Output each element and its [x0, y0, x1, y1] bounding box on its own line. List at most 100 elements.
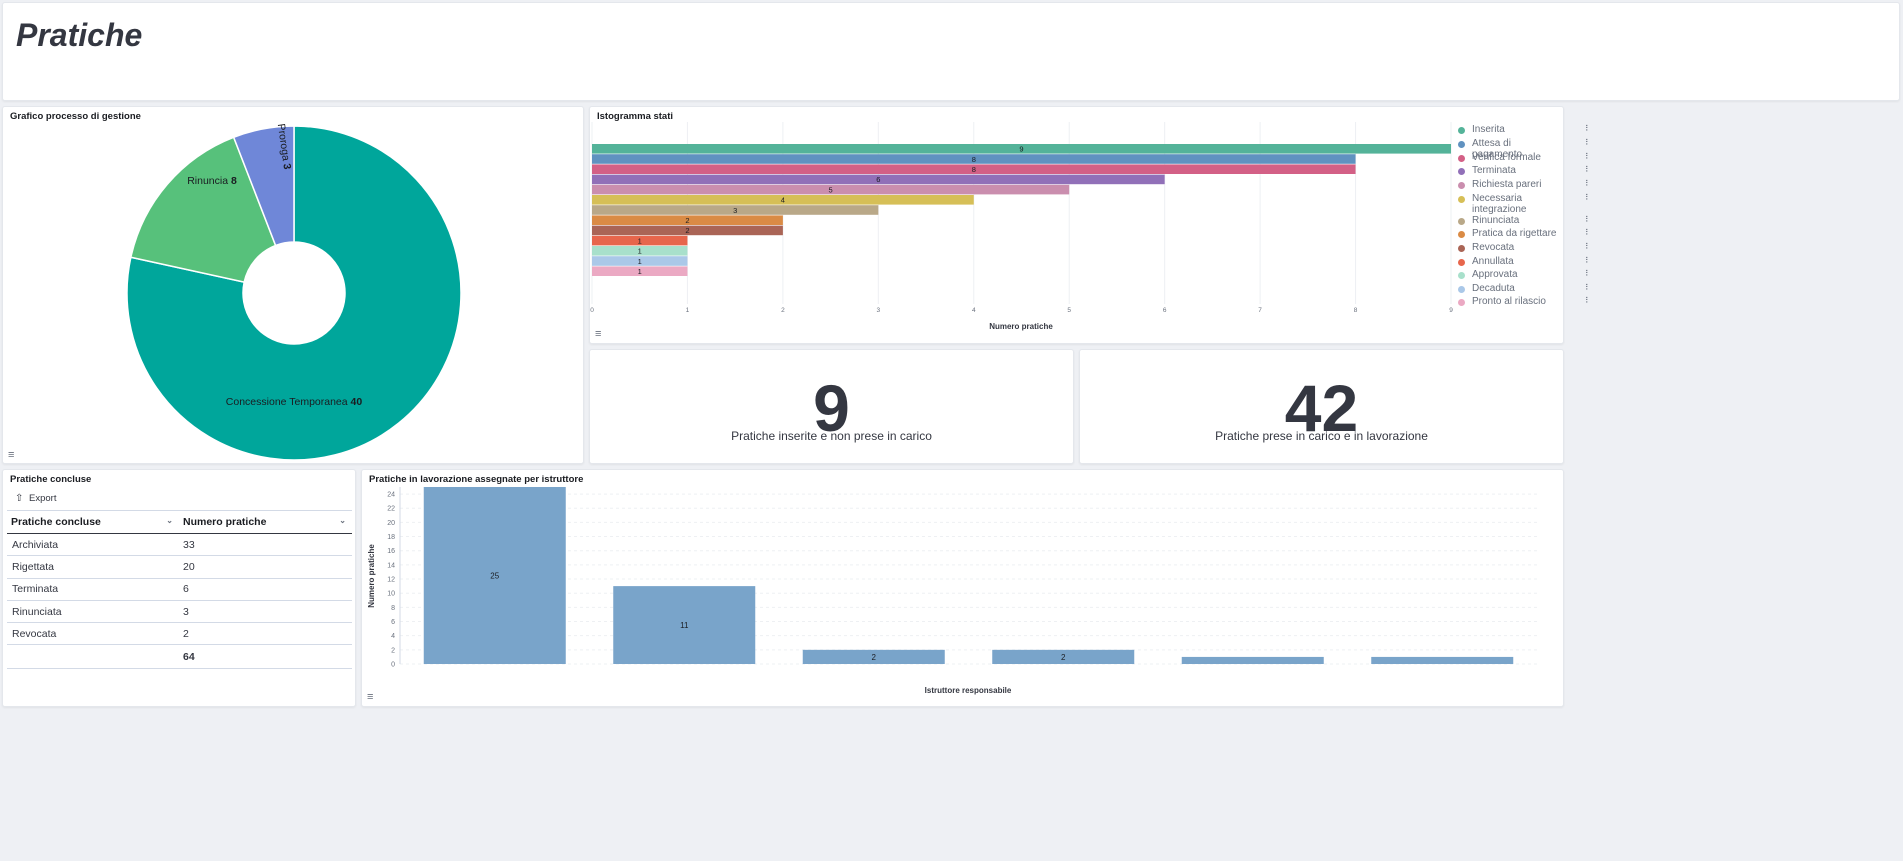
column-header-pratiche[interactable]: Pratiche concluse ⌄: [7, 511, 179, 534]
bar-value-label: 2: [1061, 653, 1066, 662]
legend-toggle-icon[interactable]: ≡: [8, 449, 15, 461]
legend-options-icon[interactable]: ⠇: [1585, 269, 1591, 278]
chevron-down-icon: ⌄: [166, 516, 173, 525]
table-row[interactable]: Terminata 6: [7, 578, 352, 601]
bar-attesa-di-pagamento[interactable]: [592, 154, 1356, 164]
legend-label: Approvata: [1472, 269, 1518, 280]
legend-item[interactable]: Revocata ⠇: [1458, 242, 1598, 254]
legend-item[interactable]: Pronto al rilascio ⠇: [1458, 296, 1598, 308]
bar-richiesta-pareri[interactable]: [592, 184, 1070, 195]
y-tick-label: 10: [387, 591, 395, 598]
istruttore-bar[interactable]: [423, 487, 566, 664]
legend-item[interactable]: Terminata ⠇: [1458, 165, 1598, 177]
legend-label: Annullata: [1472, 256, 1514, 267]
y-tick-label: 16: [387, 548, 395, 555]
legend-options-icon[interactable]: ⠇: [1585, 193, 1591, 202]
x-tick-label: 9: [1449, 307, 1453, 314]
export-button[interactable]: ⇧ Export: [15, 493, 57, 504]
legend-label: Necessaria integrazione: [1472, 193, 1527, 215]
y-tick-label: 22: [387, 506, 395, 513]
bar-approvata[interactable]: [592, 246, 688, 256]
bar-inserita[interactable]: [592, 144, 1451, 154]
donut-slice-concessione-temporanea[interactable]: [126, 125, 462, 461]
metric-label-in-lavorazione: Pratiche prese in carico e in lavorazion…: [1215, 429, 1428, 443]
x-tick-label: 3: [877, 307, 881, 314]
row-name: Terminata: [12, 583, 59, 596]
bar-terminata[interactable]: [592, 174, 1165, 185]
legend-item[interactable]: Attesa di pagamento ⠇: [1458, 138, 1598, 160]
istruttore-bar[interactable]: [802, 649, 945, 664]
legend-item[interactable]: Rinunciata ⠇: [1458, 215, 1598, 227]
istruttore-panel: Pratiche in lavorazione assegnate per is…: [361, 469, 1564, 707]
title-panel: Pratiche: [2, 2, 1900, 101]
table-row[interactable]: Revocata 2: [7, 623, 352, 645]
legend-label: Attesa di pagamento: [1472, 138, 1523, 160]
legend-item[interactable]: Necessaria integrazione ⠇: [1458, 193, 1598, 215]
bar-annullata[interactable]: [592, 235, 688, 246]
legend-options-icon[interactable]: ⠇: [1585, 256, 1591, 265]
legend-options-icon[interactable]: ⠇: [1585, 152, 1591, 161]
legend-item[interactable]: Verifica formale ⠇: [1458, 152, 1598, 164]
donut-slice-proroga[interactable]: [232, 125, 295, 247]
legend-color-dot: [1458, 218, 1465, 225]
legend-item[interactable]: Decaduta ⠇: [1458, 283, 1598, 295]
bar-verifica-formale[interactable]: [592, 164, 1356, 174]
page-title: Pratiche: [16, 17, 143, 53]
row-name: Rigettata: [12, 560, 55, 573]
legend-label: Richiesta pareri: [1472, 179, 1542, 190]
table-row[interactable]: Rigettata 20: [7, 556, 352, 579]
istruttore-bar[interactable]: [1371, 656, 1514, 664]
legend-options-icon[interactable]: ⠇: [1585, 179, 1591, 188]
bar-pratica-da-rigettare[interactable]: [592, 215, 783, 225]
legend-options-icon[interactable]: ⠇: [1585, 228, 1591, 237]
row-value: 6: [183, 583, 189, 596]
column-header-numero[interactable]: Numero pratiche ⌄: [179, 511, 352, 534]
bar-decaduta[interactable]: [592, 256, 688, 266]
export-label: Export: [29, 493, 57, 504]
donut-slice-rinuncia[interactable]: [129, 136, 277, 283]
legend-item[interactable]: Annullata ⠇: [1458, 256, 1598, 268]
x-tick-label: 7: [1258, 307, 1262, 314]
legend-options-icon[interactable]: ⠇: [1585, 124, 1591, 133]
donut-panel: Grafico processo di gestione Concessione…: [2, 106, 584, 464]
x-tick-label: 4: [972, 307, 976, 314]
istogramma-panel-title: Istogramma stati: [597, 111, 674, 122]
legend-toggle-icon[interactable]: ≡: [367, 691, 374, 703]
bar-pronto-al-rilascio[interactable]: [592, 266, 688, 276]
legend-toggle-icon[interactable]: ≡: [595, 328, 602, 340]
bar-revocata[interactable]: [592, 225, 783, 236]
legend-options-icon[interactable]: ⠇: [1585, 215, 1591, 224]
table-row[interactable]: Archiviata 33: [7, 534, 352, 556]
legend-item[interactable]: Approvata ⠇: [1458, 269, 1598, 281]
metric-label-inserite: Pratiche inserite e non prese in carico: [731, 429, 932, 443]
bar-rinunciata[interactable]: [592, 205, 879, 215]
legend-options-icon[interactable]: ⠇: [1585, 165, 1591, 174]
metric-value-inserite: 9: [813, 371, 850, 445]
istruttore-bar[interactable]: [1181, 656, 1324, 664]
legend-options-icon[interactable]: ⠇: [1585, 138, 1591, 147]
legend-options-icon[interactable]: ⠇: [1585, 283, 1591, 292]
istruttore-bar[interactable]: [613, 586, 756, 664]
bar-necessaria-integrazione[interactable]: [592, 195, 974, 205]
legend-item[interactable]: Richiesta pareri ⠇: [1458, 179, 1598, 191]
table-row[interactable]: Rinunciata 3: [7, 600, 352, 623]
x-tick-label: 1: [686, 307, 690, 314]
chevron-down-icon: ⌄: [339, 516, 346, 525]
donut-label: Proroga 3: [275, 123, 293, 171]
metric-panel-inserite: 9 Pratiche inserite e non prese in caric…: [589, 349, 1074, 464]
bar-value-label: 4: [781, 196, 785, 205]
bar-value-label: 3: [733, 206, 737, 215]
y-tick-label: 4: [391, 633, 395, 640]
legend-item[interactable]: Inserita ⠇: [1458, 124, 1598, 136]
legend-color-dot: [1458, 259, 1465, 266]
total-value: 64: [183, 650, 195, 663]
x-tick-label: 6: [1163, 307, 1167, 314]
legend-label: Terminata: [1472, 165, 1516, 176]
legend-item[interactable]: Pratica da rigettare ⠇: [1458, 228, 1598, 240]
row-value: 20: [183, 560, 195, 573]
total-label-cell: [7, 645, 179, 669]
legend-options-icon[interactable]: ⠇: [1585, 242, 1591, 251]
legend-options-icon[interactable]: ⠇: [1585, 296, 1591, 305]
istruttore-bar[interactable]: [992, 649, 1135, 664]
